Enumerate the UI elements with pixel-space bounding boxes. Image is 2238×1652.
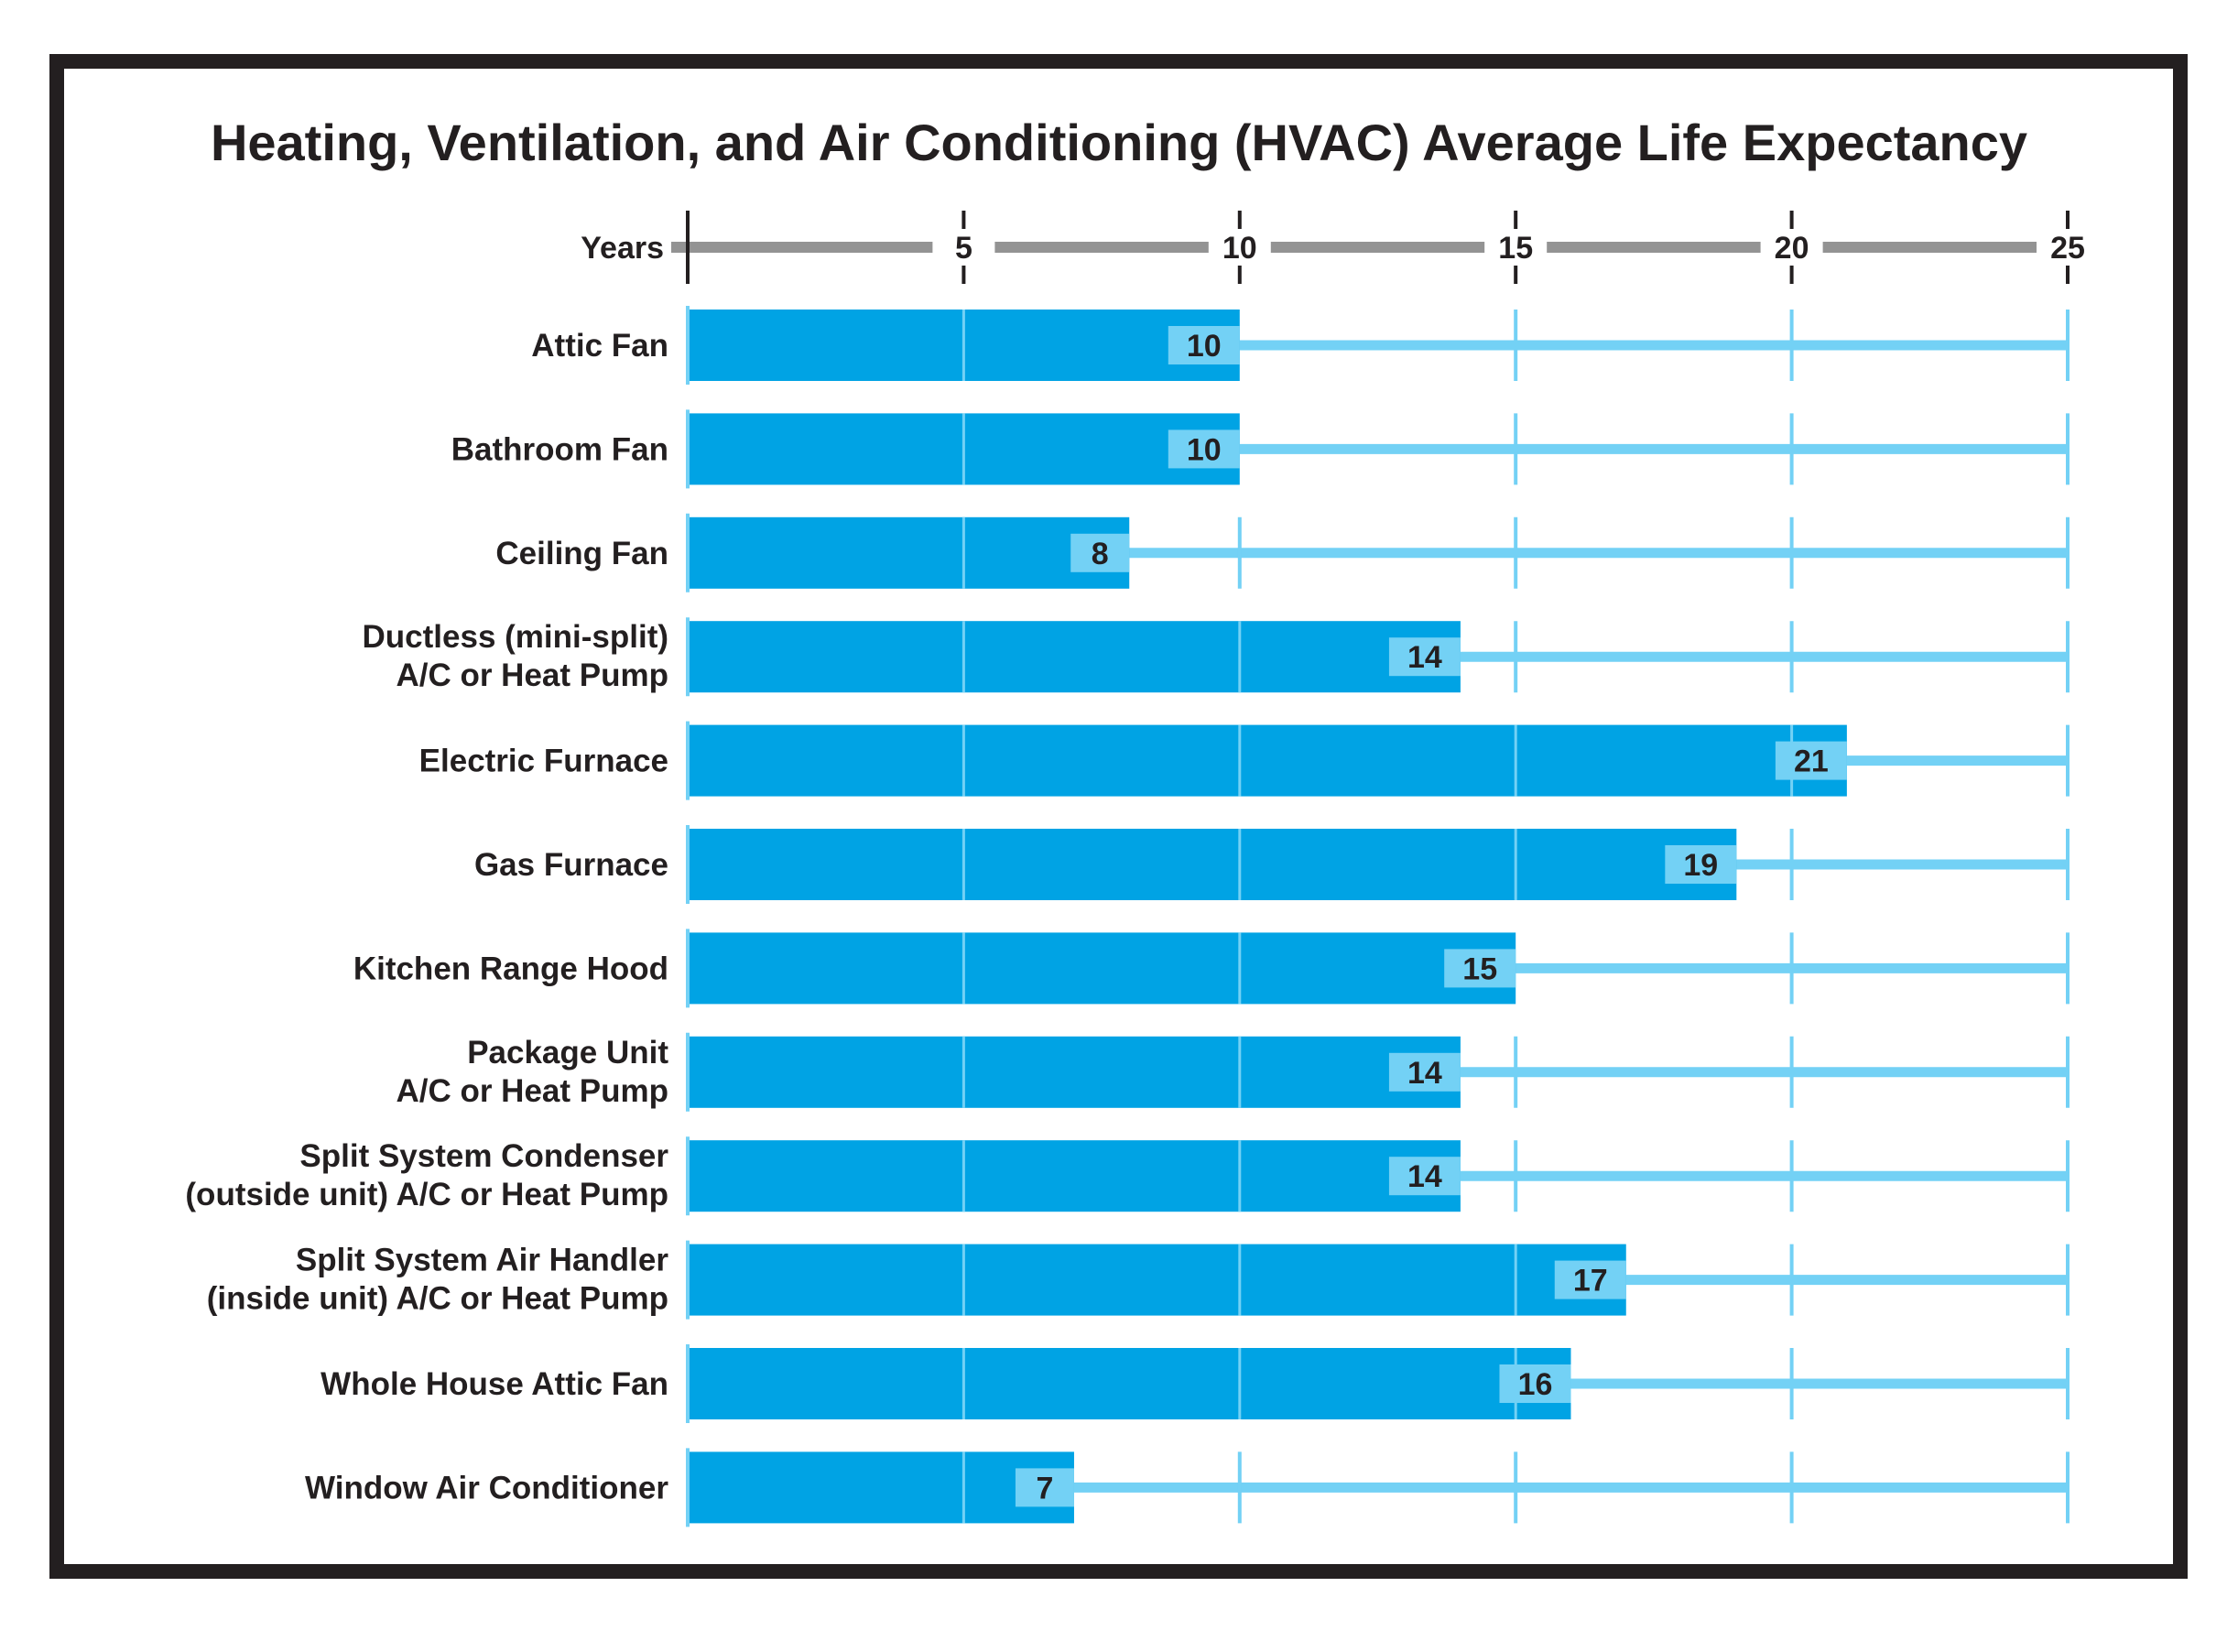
value-label-box	[1168, 326, 1240, 364]
bar	[688, 724, 1847, 797]
value-label: 16	[1518, 1367, 1553, 1402]
bar-rows: 10 Attic Fan 10 Bathroom Fan 8 Ceiling Fan 14 D…	[185, 306, 2070, 1527]
bar	[688, 932, 1516, 1005]
bar-row: 8 Ceiling Fan	[495, 513, 2070, 592]
value-label: 7	[1036, 1471, 1053, 1505]
value-label: 10	[1187, 432, 1222, 467]
value-label: 21	[1794, 744, 1829, 779]
value-label-box	[1015, 1468, 1074, 1507]
value-label-box	[1388, 1157, 1461, 1196]
value-label-box	[1388, 1052, 1461, 1092]
category-label: Attic Fan	[531, 328, 668, 364]
value-label-box	[1444, 949, 1516, 988]
category-label: Kitchen Range Hood	[353, 951, 668, 986]
value-label: 14	[1407, 1159, 1442, 1194]
value-label: 14	[1407, 640, 1442, 675]
value-label-box	[1665, 845, 1737, 884]
category-label: Electric Furnace	[419, 744, 668, 779]
value-label: 10	[1187, 329, 1222, 364]
category-label: Window Air Conditioner	[305, 1470, 668, 1505]
value-label-box	[1168, 429, 1240, 469]
bar	[688, 516, 1130, 589]
bar	[688, 1244, 1626, 1316]
value-label: 8	[1092, 537, 1109, 571]
category-label: (inside unit) A/C or Heat Pump	[207, 1281, 668, 1317]
category-label: Split System Air Handler	[296, 1243, 669, 1278]
chart-frame	[49, 54, 2188, 1579]
value-label: 14	[1407, 1056, 1442, 1091]
tick-label-20: 20	[1775, 231, 1809, 266]
value-label: 19	[1683, 848, 1718, 883]
category-label: Whole House Attic Fan	[320, 1366, 668, 1402]
tick-label-15: 15	[1498, 231, 1533, 266]
bar	[688, 1140, 1461, 1212]
x-axis-title: Years	[581, 231, 664, 266]
x-axis: Years 5 10 15 20 25	[581, 211, 2085, 284]
bar-row: 7 Window Air Conditioner	[305, 1448, 2070, 1527]
value-label-box	[1499, 1364, 1571, 1403]
bar-row: 14 Split System Condenser(outside unit) A…	[185, 1136, 2070, 1216]
bar-row: 14 Ductless (mini-split)A/C or Heat Pump	[363, 617, 2070, 697]
bar-row: 10 Attic Fan	[531, 306, 2070, 385]
bar-row: 17 Split System Air Handler(inside unit) …	[207, 1240, 2070, 1320]
category-label: (outside unit) A/C or Heat Pump	[185, 1177, 668, 1212]
tick-label-10: 10	[1222, 231, 1257, 266]
bar	[688, 1036, 1461, 1108]
value-label-box	[1388, 637, 1461, 677]
tick-label-25: 25	[2050, 231, 2085, 266]
category-label: Split System Condenser	[299, 1138, 668, 1174]
value-label: 17	[1573, 1264, 1608, 1299]
bar-row: 10 Bathroom Fan	[451, 409, 2070, 489]
category-label: Package Unit	[467, 1035, 668, 1071]
bar	[688, 1451, 1074, 1524]
bar	[688, 1348, 1571, 1419]
bar	[688, 829, 1737, 900]
category-label: Ductless (mini-split)	[363, 619, 668, 655]
category-label: A/C or Heat Pump	[396, 1073, 668, 1109]
chart-title: Heating, Ventilation, and Air Conditioni…	[211, 114, 2027, 171]
bar-row: 16 Whole House Attic Fan	[320, 1344, 2070, 1423]
category-label: Ceiling Fan	[495, 536, 668, 571]
bar	[688, 621, 1461, 693]
tick-label-5: 5	[955, 231, 972, 266]
value-label-box	[1554, 1260, 1626, 1299]
category-label: Gas Furnace	[474, 847, 668, 883]
value-label: 15	[1462, 951, 1497, 986]
bar-row: 21 Electric Furnace	[419, 721, 2070, 800]
bar-row: 19 Gas Furnace	[474, 825, 2070, 904]
bar-row: 15 Kitchen Range Hood	[353, 929, 2070, 1008]
category-label: A/C or Heat Pump	[396, 658, 668, 693]
value-label-box	[1775, 741, 1847, 780]
value-label-box	[1070, 533, 1130, 572]
category-label: Bathroom Fan	[451, 431, 668, 467]
